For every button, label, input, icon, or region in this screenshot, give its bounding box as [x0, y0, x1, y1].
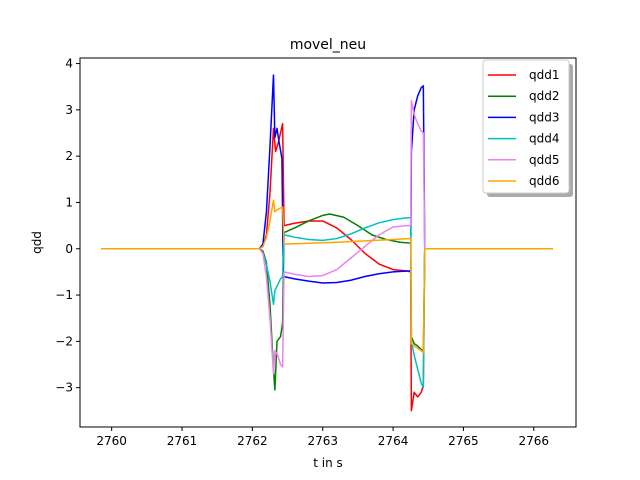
legend-label-qdd1: qdd1: [529, 68, 560, 82]
x-tick-label: 2765: [448, 434, 479, 448]
x-tick-label: 2760: [96, 434, 127, 448]
plot-frame: [79, 57, 577, 428]
y-tick-label: 1: [65, 195, 73, 209]
legend-label-qdd4: qdd4: [529, 132, 560, 146]
series-layer: [101, 74, 553, 412]
series-line-qdd5: [101, 99, 553, 375]
series-line-qdd6: [101, 199, 553, 354]
x-tick-label: 2763: [307, 434, 338, 448]
y-tick-label: −2: [55, 334, 73, 348]
legend-label-qdd6: qdd6: [529, 174, 560, 188]
legend-label-qdd3: qdd3: [529, 110, 560, 124]
x-axis-label: t in s: [313, 456, 343, 470]
legend: qdd1 qdd2 qdd3 qdd4 qdd5 qdd6: [482, 59, 573, 197]
chart-title: movel_neu: [290, 37, 366, 53]
series-line-qdd1: [101, 122, 553, 412]
x-tick-label: 2761: [167, 434, 198, 448]
x-tick-label: 2764: [378, 434, 409, 448]
series-line-qdd3: [101, 74, 553, 284]
y-axis-ticks: −3 −2 −1 0 1 2 3 4: [55, 57, 80, 395]
x-tick-label: 2766: [519, 434, 550, 448]
y-tick-label: −3: [55, 381, 73, 395]
x-tick-label: 2762: [237, 434, 268, 448]
y-tick-label: −1: [55, 288, 73, 302]
legend-label-qdd5: qdd5: [529, 153, 560, 167]
series-line-qdd4: [101, 216, 553, 389]
y-tick-label: 0: [65, 242, 73, 256]
x-axis-ticks: 2760 2761 2762 2763 2764 2765 2766: [96, 427, 549, 448]
legend-entries: qdd1 qdd2 qdd3 qdd4 qdd5 qdd6: [488, 68, 560, 188]
y-axis-label: qdd: [30, 231, 44, 254]
y-tick-label: 3: [65, 103, 73, 117]
y-tick-label: 2: [65, 149, 73, 163]
legend-label-qdd2: qdd2: [529, 89, 560, 103]
y-tick-label: 4: [65, 57, 73, 71]
